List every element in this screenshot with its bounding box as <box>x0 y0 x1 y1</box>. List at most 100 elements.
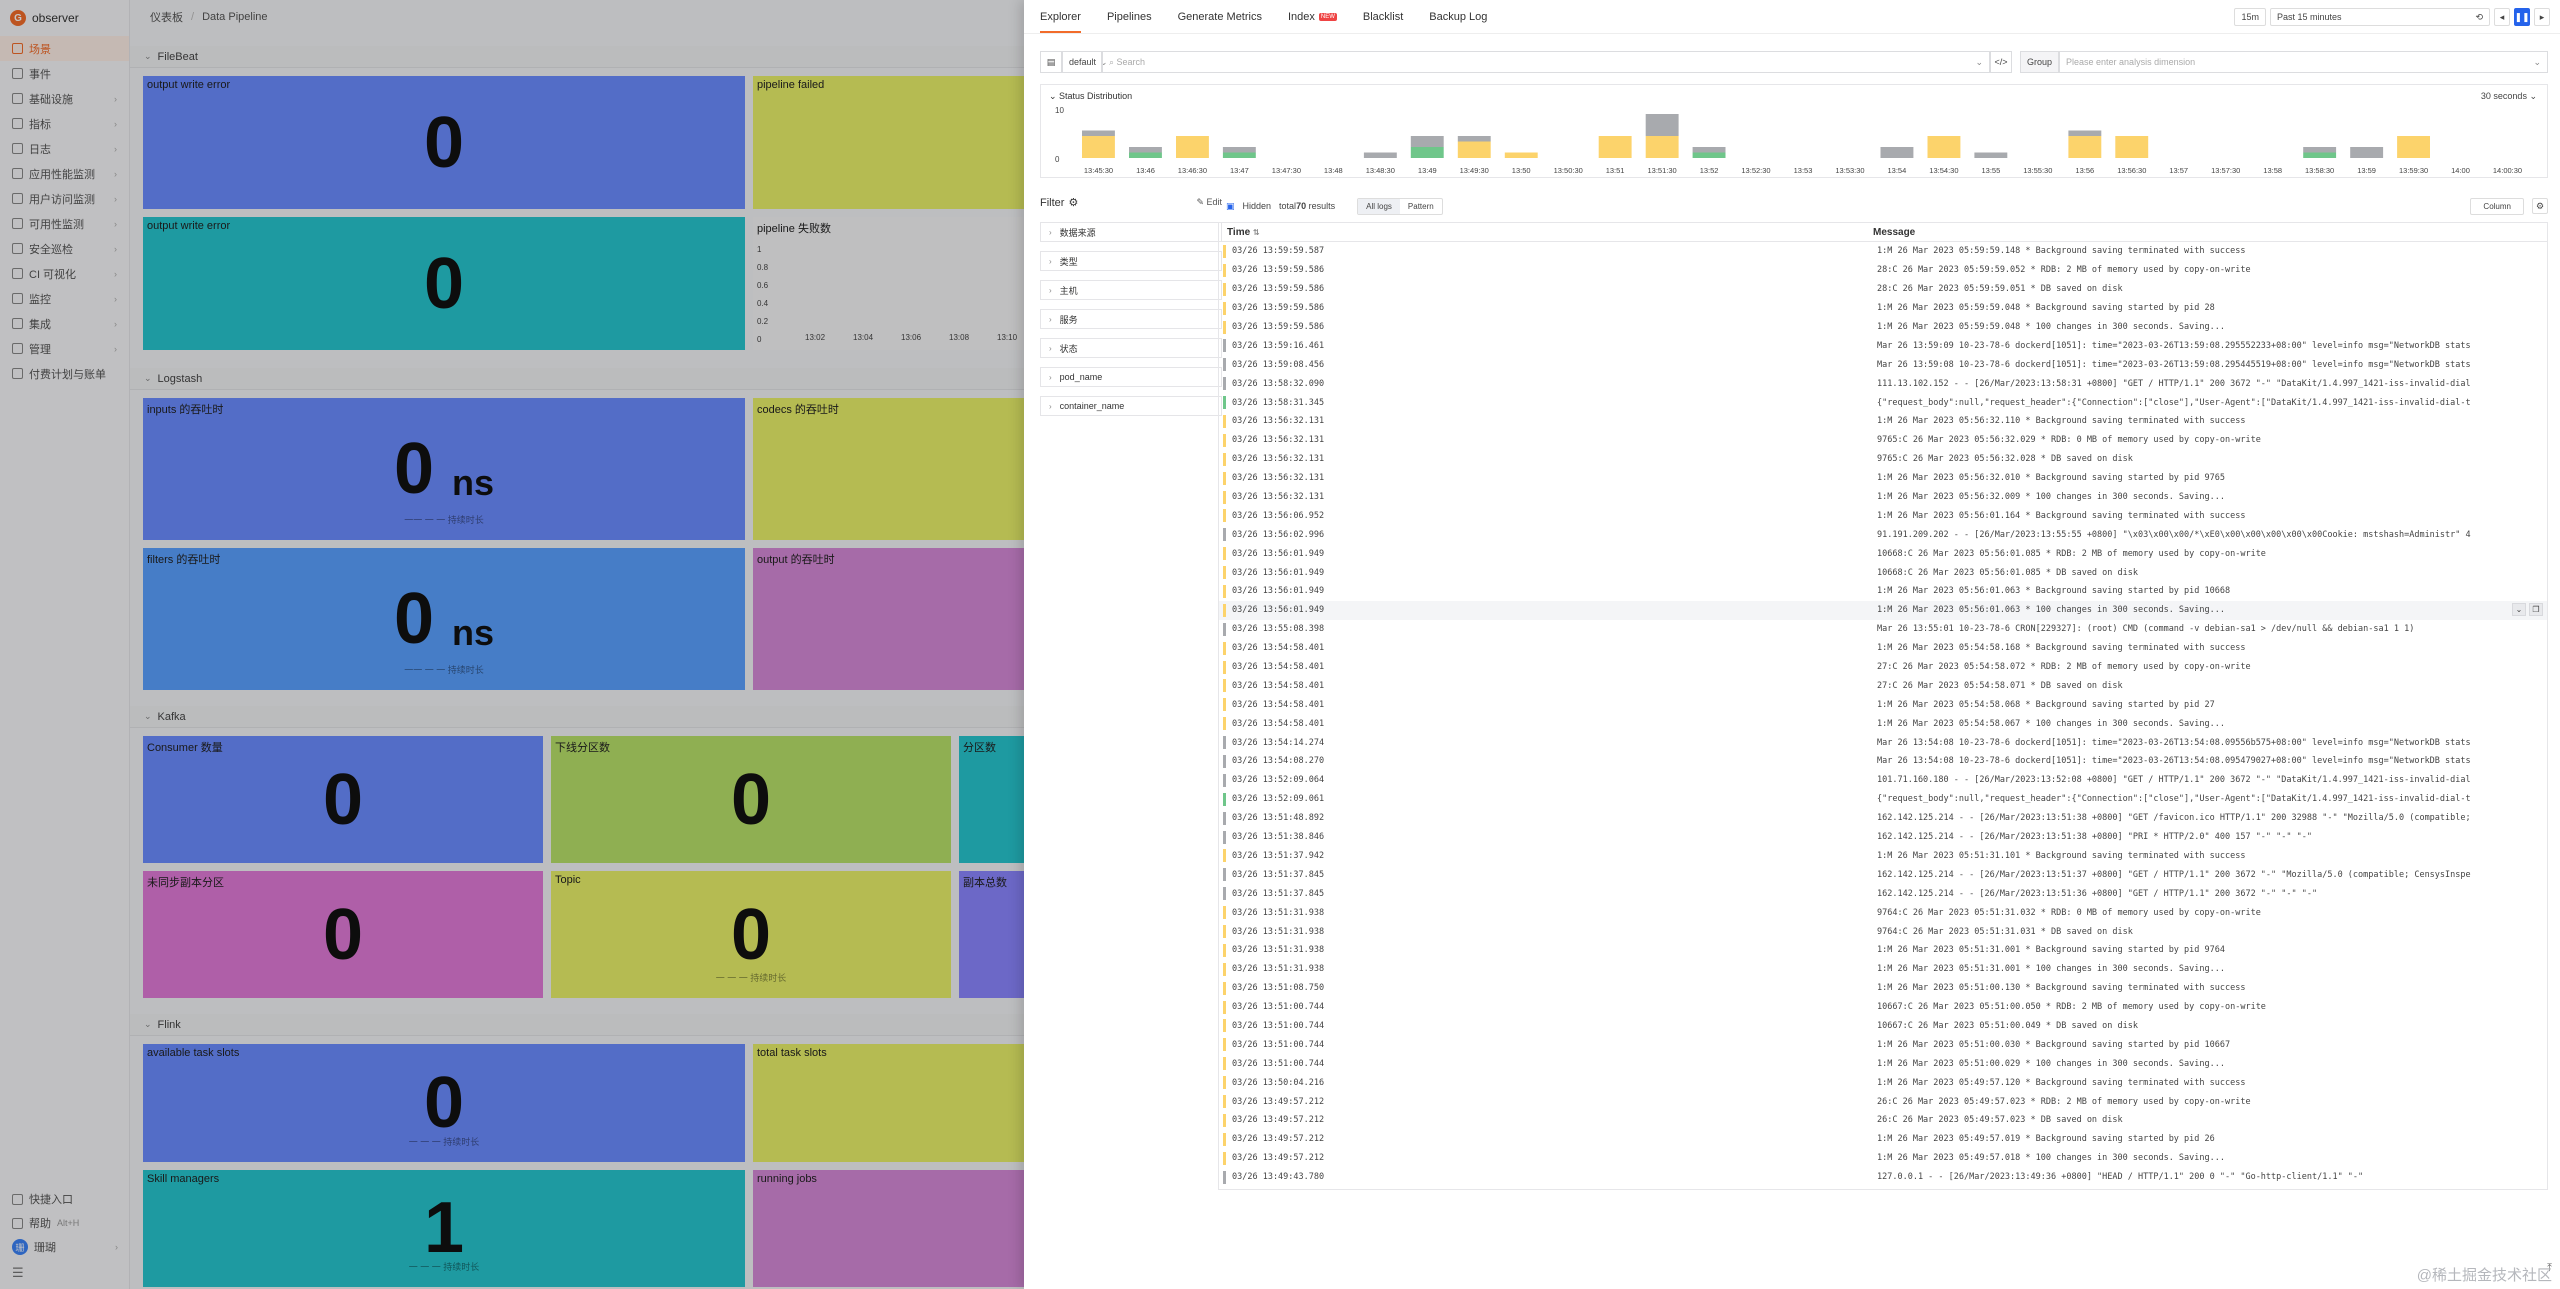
table-row[interactable]: 03/26 13:51:37.845 162.142.125.214 - - [2… <box>1219 884 2547 903</box>
table-row[interactable]: 03/26 13:52:09.064 101.71.160.180 - - [26… <box>1219 771 2547 790</box>
histogram-bar-warn[interactable] <box>2068 136 2102 158</box>
settings-gear-icon[interactable]: ⚙ <box>2532 198 2548 214</box>
histogram-bar-info[interactable] <box>1457 136 1491 142</box>
source-icon[interactable]: ▤ <box>1040 51 1062 73</box>
user-item[interactable]: 珊 珊瑚 › <box>0 1235 130 1259</box>
table-row[interactable]: 03/26 13:49:57.212 1:M 26 Mar 2023 05:49:… <box>1219 1149 2547 1168</box>
sidebar-item[interactable]: 用户访问监测 › <box>0 186 129 211</box>
refresh-icon[interactable]: ⟲ <box>2475 11 2483 22</box>
status-histogram[interactable]: 10 0 13:45:30 13:46 13:46:30 13:47 13:47:30 13:… <box>1041 85 2549 179</box>
table-row[interactable]: 03/26 13:51:37.942 1:M 26 Mar 2023 05:51:… <box>1219 847 2547 866</box>
histogram-bar-ok[interactable] <box>1692 152 1726 159</box>
section-title[interactable]: ⌄ Kafka <box>130 706 1024 728</box>
histogram-bar-info[interactable] <box>1129 147 1162 153</box>
table-row[interactable]: 03/26 13:56:06.952 1:M 26 Mar 2023 05:56:… <box>1219 506 2547 525</box>
table-row[interactable]: 03/26 13:59:59.586 1:M 26 Mar 2023 05:59:… <box>1219 299 2547 318</box>
histogram-bar-ok[interactable] <box>1410 147 1444 158</box>
table-row[interactable]: 03/26 13:51:48.892 162.142.125.214 - - [2… <box>1219 809 2547 828</box>
table-row[interactable]: 03/26 13:56:32.131 9765:C 26 Mar 2023 05:… <box>1219 450 2547 469</box>
sidebar-item[interactable]: 付费计划与账单 <box>0 361 129 386</box>
table-row[interactable]: 03/26 13:51:00.744 10667:C 26 Mar 2023 05… <box>1219 998 2547 1017</box>
sidebar-item[interactable]: 应用性能监测 › <box>0 161 129 186</box>
prev-icon[interactable]: ◂ <box>2494 8 2510 26</box>
table-row[interactable]: 03/26 13:59:59.586 28:C 26 Mar 2023 05:59… <box>1219 280 2547 299</box>
table-row[interactable]: 03/26 13:56:01.949 1:M 26 Mar 2023 05:56:… <box>1219 582 2547 601</box>
copy-icon[interactable]: ❐ <box>2529 602 2543 616</box>
table-row[interactable]: 03/26 13:51:00.744 10667:C 26 Mar 2023 05… <box>1219 1017 2547 1036</box>
time-column-header[interactable]: Time ⇅ <box>1219 227 1871 238</box>
modal-overlay[interactable] <box>0 0 1024 1289</box>
table-row[interactable]: 03/26 13:56:02.996 91.191.209.202 - - [26… <box>1219 525 2547 544</box>
hidden-columns-icon[interactable]: ▣ <box>1226 200 1235 211</box>
hidden-label[interactable]: Hidden <box>1242 201 1272 211</box>
table-row[interactable]: 03/26 13:51:08.750 1:M 26 Mar 2023 05:51:… <box>1219 979 2547 998</box>
table-row[interactable]: 03/26 13:54:58.401 1:M 26 Mar 2023 05:54:… <box>1219 639 2547 658</box>
tab-index[interactable]: Index NEW <box>1288 11 1337 33</box>
sidebar-item[interactable]: 集成 › <box>0 311 129 336</box>
quick-entry-item[interactable]: 快捷入口 <box>0 1187 130 1211</box>
histogram-bar-ok[interactable] <box>2303 152 2337 159</box>
next-icon[interactable]: ▸ <box>2534 8 2550 26</box>
time-range-picker[interactable]: Past 15 minutes ⟲ <box>2270 8 2490 26</box>
filter-field[interactable]: › 服务 <box>1040 309 1222 329</box>
sidebar-item[interactable]: 日志 › <box>0 136 129 161</box>
tab-blacklist[interactable]: Blacklist <box>1363 11 1403 33</box>
collapse-sidebar-icon[interactable]: ☰ <box>12 1265 24 1280</box>
histogram-bar-info[interactable] <box>2350 147 2384 158</box>
table-row[interactable]: 03/26 13:59:16.461 Mar 26 13:59:09 10-23-… <box>1219 336 2547 355</box>
pause-icon[interactable]: ❚❚ <box>2514 8 2530 26</box>
group-button[interactable]: Group <box>2020 51 2060 73</box>
metric-panel[interactable]: output write error 0 <box>143 76 745 209</box>
histogram-bar-warn[interactable] <box>1598 136 1632 158</box>
search-input[interactable]: ⌕ Search ⌄ <box>1102 51 1990 73</box>
sidebar-item[interactable]: 安全巡检 › <box>0 236 129 261</box>
histogram-bar-info[interactable] <box>1082 130 1115 137</box>
metric-panel[interactable]: Topic 0 一 一 一 持续时长 <box>551 871 951 998</box>
table-row[interactable]: 03/26 13:49:57.212 26:C 26 Mar 2023 05:49… <box>1219 1111 2547 1130</box>
histogram-bar-warn[interactable] <box>1457 141 1491 159</box>
filter-field[interactable]: › container_name <box>1040 396 1222 416</box>
pattern-tab[interactable]: Pattern <box>1407 201 1434 211</box>
app-logo[interactable]: G observer <box>0 0 129 36</box>
filter-field[interactable]: › pod_name <box>1040 367 1222 387</box>
histogram-bar-info[interactable] <box>1410 136 1444 147</box>
table-row[interactable]: 03/26 13:58:31.345 {"request_body":null,"… <box>1219 393 2547 412</box>
status-distribution-title[interactable]: ⌄ Status Distribution <box>1049 91 1133 101</box>
table-row[interactable]: 03/26 13:54:58.401 27:C 26 Mar 2023 05:54… <box>1219 658 2547 677</box>
table-row[interactable]: 03/26 13:56:32.131 1:M 26 Mar 2023 05:56:… <box>1219 469 2547 488</box>
code-mode-icon[interactable]: </> <box>1990 51 2012 73</box>
section-title[interactable]: ⌄ FileBeat <box>130 46 1024 68</box>
table-row[interactable]: 03/26 13:56:01.949 1:M 26 Mar 2023 05:56:… <box>1219 600 2547 620</box>
histogram-bar-warn[interactable] <box>1927 136 1961 158</box>
histogram-bar-info[interactable] <box>1222 147 1256 153</box>
table-row[interactable]: 03/26 13:54:58.401 1:M 26 Mar 2023 05:54:… <box>1219 695 2547 714</box>
table-row[interactable]: 03/26 13:55:08.398 Mar 26 13:55:01 10-23-… <box>1219 620 2547 639</box>
metric-panel[interactable]: output write error 0 <box>143 217 745 350</box>
tab-explorer[interactable]: Explorer <box>1040 11 1081 33</box>
metric-panel[interactable]: available task slots 0 一 一 一 持续时长 <box>143 1044 745 1162</box>
table-row[interactable]: 03/26 13:49:57.212 1:M 26 Mar 2023 05:49:… <box>1219 1130 2547 1149</box>
table-row[interactable]: 03/26 13:54:58.401 27:C 26 Mar 2023 05:54… <box>1219 676 2547 695</box>
table-row[interactable]: 03/26 13:52:09.061 {"request_body":null,"… <box>1219 790 2547 809</box>
histogram-bar-warn[interactable] <box>1504 152 1538 159</box>
histogram-bar-info[interactable] <box>1363 152 1397 159</box>
histogram-bar-info[interactable] <box>1974 152 2008 159</box>
table-row[interactable]: 03/26 13:56:32.131 9765:C 26 Mar 2023 05:… <box>1219 431 2547 450</box>
metric-panel[interactable]: 下线分区数 0 <box>551 736 951 863</box>
histogram-bar-ok[interactable] <box>1129 152 1162 159</box>
filter-field[interactable]: › 主机 <box>1040 280 1222 300</box>
metric-panel[interactable]: Skill managers 1 一 一 一 持续时长 <box>143 1169 745 1287</box>
histogram-bar-warn[interactable] <box>1645 136 1679 158</box>
metric-panel[interactable]: 未同步副本分区 0 <box>143 871 543 998</box>
tab-pipelines[interactable]: Pipelines <box>1107 11 1152 33</box>
histogram-bar-warn[interactable] <box>2397 136 2430 158</box>
table-row[interactable]: 03/26 13:49:43.780 127.0.0.1 - - [26/Mar/… <box>1219 1168 2547 1187</box>
table-row[interactable]: 03/26 13:50:04.216 1:M 26 Mar 2023 05:49:… <box>1219 1073 2547 1092</box>
sidebar-item[interactable]: 事件 <box>0 61 129 86</box>
metric-panel[interactable]: filters 的吞吐时 0 ns 一一 一 一 持续时长 <box>143 548 745 690</box>
index-select[interactable]: default ⌄ <box>1062 51 1108 73</box>
sort-icon[interactable]: ⇅ <box>1252 227 1260 237</box>
section-title[interactable]: ⌄ Flink <box>130 1014 1024 1036</box>
tab-backup-log[interactable]: Backup Log <box>1429 11 1487 33</box>
sidebar-item[interactable]: 指标 › <box>0 111 129 136</box>
